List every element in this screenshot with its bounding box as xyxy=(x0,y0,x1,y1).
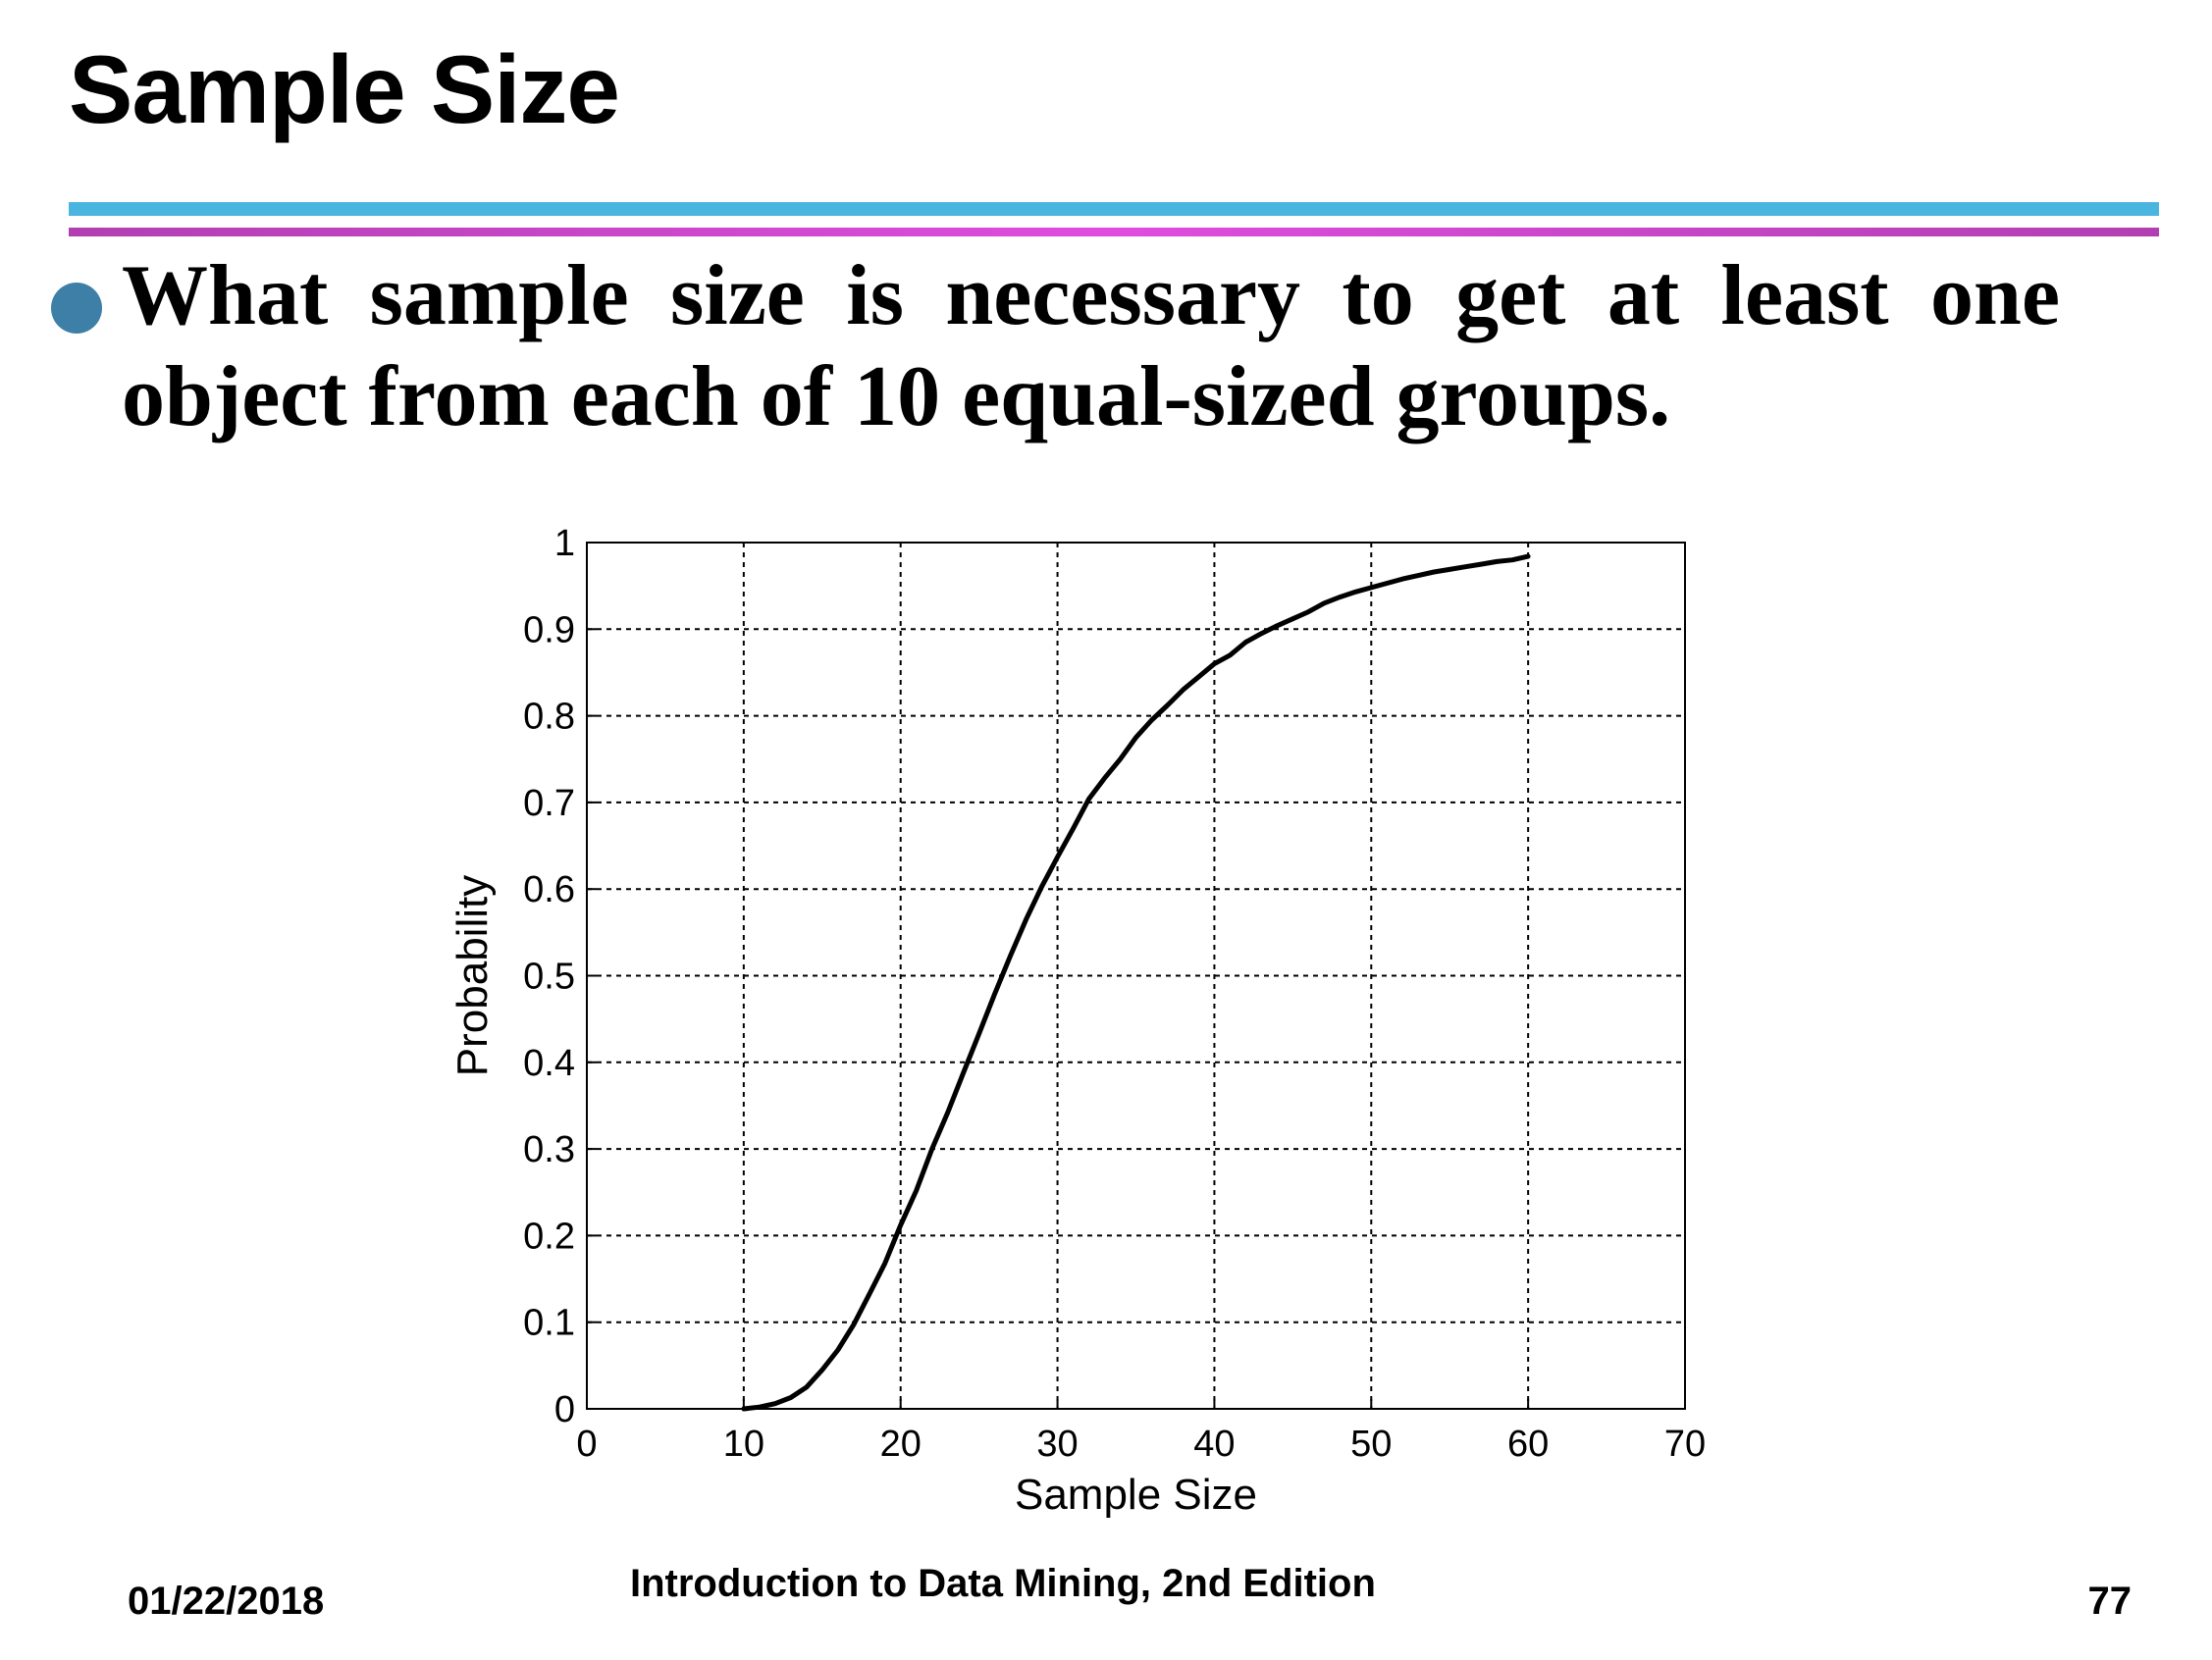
x-axis-label: Sample Size xyxy=(1015,1471,1257,1519)
x-tick-label: 20 xyxy=(880,1424,922,1465)
probability-curve xyxy=(741,553,1531,1412)
y-tick-label: 0.6 xyxy=(523,869,575,910)
x-ticks: 0 10 20 30 40 50 60 70 xyxy=(576,1399,1706,1465)
y-ticks: 0 0.1 0.2 0.3 0.4 0.5 0.6 0.7 0.8 0.9 1 xyxy=(523,523,597,1430)
footer-book-title: Introduction to Data Mining, 2nd Edition xyxy=(630,1562,1376,1605)
title-rule-blue xyxy=(69,202,2159,216)
x-tick-label: 40 xyxy=(1193,1424,1235,1465)
x-tick-label: 60 xyxy=(1507,1424,1549,1465)
footer-page-number: 77 xyxy=(2087,1580,2133,1623)
y-tick-label: 0.1 xyxy=(523,1303,575,1344)
x-tick-label: 70 xyxy=(1664,1424,1706,1465)
y-tick-label: 0.9 xyxy=(523,609,575,650)
bullet-dot xyxy=(51,283,102,334)
y-tick-label: 0.7 xyxy=(523,783,575,824)
footer-date: 01/22/2018 xyxy=(128,1580,325,1623)
y-tick-label: 0.2 xyxy=(523,1216,575,1257)
y-tick-label: 0.8 xyxy=(523,697,575,738)
y-tick-label: 0.5 xyxy=(523,957,575,998)
slide-title: Sample Size xyxy=(69,35,620,143)
x-tick-label: 0 xyxy=(576,1424,597,1465)
x-tick-label: 10 xyxy=(723,1424,764,1465)
y-tick-label: 0 xyxy=(554,1389,575,1430)
y-tick-label: 0.3 xyxy=(523,1129,575,1170)
y-axis-label: Probability xyxy=(448,875,497,1076)
chart-grid xyxy=(587,543,1685,1409)
bullet-text: What sample size is necessary to get at … xyxy=(122,248,2060,444)
x-tick-label: 30 xyxy=(1036,1424,1078,1465)
title-rule-magenta xyxy=(69,228,2159,236)
y-tick-label: 0.4 xyxy=(523,1043,575,1084)
x-tick-label: 50 xyxy=(1350,1424,1392,1465)
y-tick-label: 1 xyxy=(554,523,575,564)
